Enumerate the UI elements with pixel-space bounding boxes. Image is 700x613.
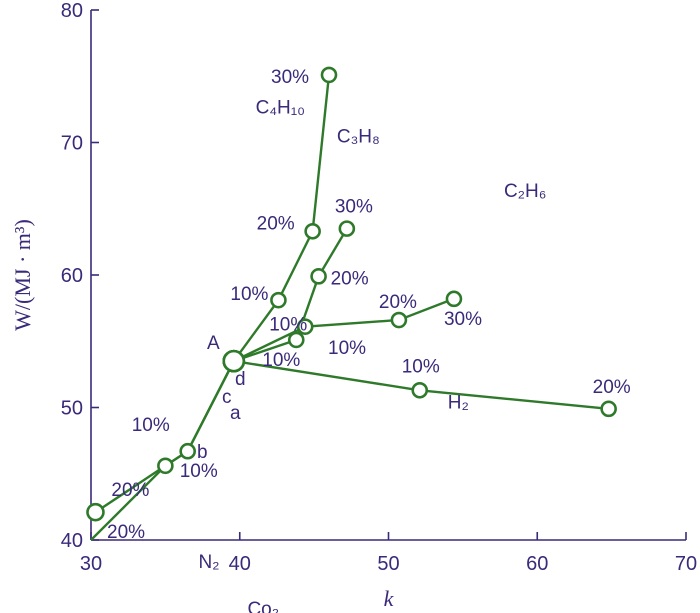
x-tick-label: 50	[377, 553, 399, 575]
y-tick-label: 50	[61, 398, 83, 420]
data-point	[310, 268, 327, 285]
point-label: 10%	[180, 461, 218, 482]
series-name-label: H₂	[448, 392, 469, 413]
point-label: 10%	[269, 315, 307, 336]
annotation-label: A	[207, 333, 220, 354]
marker-layer	[86, 66, 617, 522]
point-label: 30%	[271, 67, 309, 88]
point-label: 20%	[379, 292, 417, 313]
data-point	[320, 66, 338, 84]
x-axis-title: k	[384, 586, 395, 611]
label-layer: C₄H₁₀ C₃H₈ C₂H₆ H₂ N₂ Co₂ 10% 20% 30% 10% 20% 30% 10…	[107, 67, 631, 613]
series-line	[233, 297, 455, 363]
data-point	[600, 400, 617, 418]
point-label: 10%	[262, 350, 300, 371]
series-line	[233, 227, 348, 363]
data-point	[338, 220, 356, 237]
annotation-label: a	[230, 403, 241, 424]
x-tick-label: 40	[229, 553, 251, 575]
annotation-label: d	[235, 369, 246, 390]
point-label: 10%	[402, 356, 440, 377]
data-point	[157, 457, 174, 475]
data-point	[287, 331, 305, 349]
data-point	[222, 349, 246, 373]
data-point	[304, 222, 321, 240]
x-tick-label: 60	[526, 553, 548, 575]
data-point	[270, 291, 287, 309]
point-label: 30%	[444, 309, 482, 330]
y-tick-label: 40	[61, 530, 83, 552]
point-label: 20%	[257, 213, 295, 234]
point-label: 30%	[335, 197, 373, 218]
y-tick-label: 70	[61, 133, 83, 155]
data-point	[411, 381, 429, 399]
x-tick-label: 30	[80, 553, 102, 575]
point-label: 20%	[107, 522, 145, 543]
point-label: 10%	[132, 415, 170, 436]
y-tick-label: 80	[61, 0, 83, 22]
x-tick-label: 70	[675, 553, 697, 575]
series-name-label: C₃H₈	[337, 127, 380, 148]
series-name-label: N₂	[198, 552, 219, 573]
y-axis-title: W/(MJ · m³)	[10, 219, 35, 331]
data-point	[86, 502, 105, 522]
point-label: 20%	[593, 377, 631, 398]
point-label: 10%	[230, 284, 268, 305]
annotation-label: c	[222, 387, 232, 408]
series-name-label: C₄H₁₀	[256, 97, 306, 118]
point-label: 20%	[111, 480, 149, 501]
data-point	[296, 318, 314, 335]
data-point	[445, 290, 463, 308]
series-name-label: C₂H₆	[504, 181, 546, 202]
annotation-label: b	[197, 442, 208, 463]
annotation-label: 10%	[328, 338, 366, 359]
series-layer	[90, 74, 609, 541]
series-line	[90, 360, 235, 541]
y-tick-label: 60	[61, 265, 83, 287]
data-point	[390, 311, 408, 329]
point-label: 20%	[331, 268, 369, 289]
series-line	[232, 74, 331, 362]
series-name-label: Co₂	[247, 599, 279, 613]
data-point	[179, 442, 196, 460]
